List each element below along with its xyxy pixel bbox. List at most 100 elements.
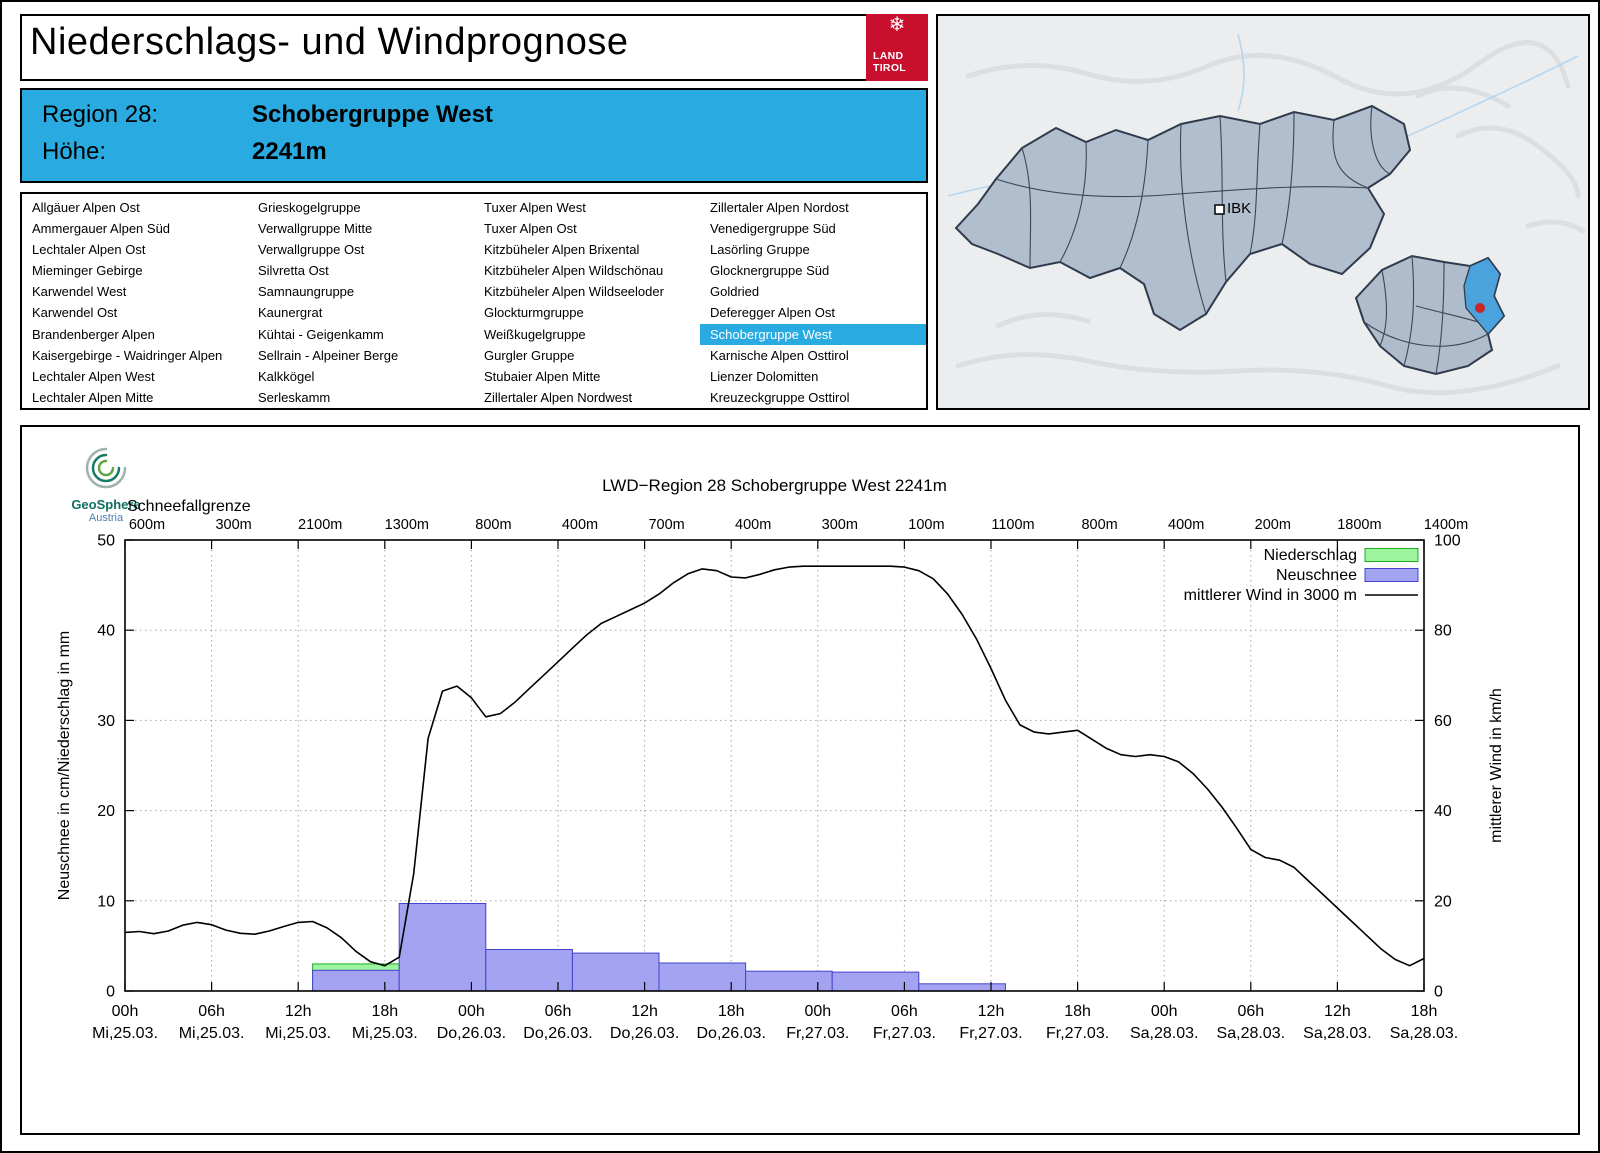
region-list-item[interactable]: Kaunergrat	[258, 305, 323, 321]
region-list-item[interactable]: Tuxer Alpen West	[484, 200, 586, 215]
x-tick-time: 06h	[198, 1003, 225, 1020]
plot-border	[124, 539, 1425, 992]
x-tick-date: Do,26.03.	[697, 1025, 766, 1042]
region-list-item[interactable]: Karwendel Ost	[32, 305, 118, 321]
region-list-item[interactable]: Glocknergruppe Süd	[710, 263, 830, 279]
region-list-item[interactable]: Tuxer Alpen Ost	[484, 221, 577, 237]
region-list-column: Grieskogelgruppe Verwallgruppe Mitte Verwa…	[248, 197, 474, 408]
region-list-item[interactable]: Zillertaler Alpen Nordwest	[484, 389, 633, 405]
wind-line	[124, 565, 1425, 967]
region-list-item[interactable]: Allgäuer Alpen Ost	[32, 200, 140, 215]
x-tick-time: 06h	[1237, 1003, 1264, 1020]
region-list-item[interactable]: Sellrain - Alpeiner Berge	[258, 347, 399, 363]
snowline-value: 700m	[648, 517, 684, 533]
region-list-item[interactable]: Lechtaler Alpen Mitte	[32, 389, 154, 405]
region-list-item[interactable]: Grieskogelgruppe	[258, 200, 361, 215]
region-list-item[interactable]: Verwallgruppe Mitte	[258, 221, 373, 237]
region-list-item[interactable]: Kühtai - Geigenkamm	[258, 326, 384, 342]
legend-label: Neuschnee	[1276, 567, 1357, 584]
chart-gridlines	[124, 539, 1425, 991]
altitude-value: 2241m	[252, 138, 327, 165]
region-list-item[interactable]: Kaisergebirge - Waidringer Alpen	[32, 347, 223, 363]
ibk-marker	[1214, 204, 1225, 215]
svg-text:100: 100	[1434, 533, 1461, 550]
region-list-item[interactable]: Gurgler Gruppe	[484, 347, 575, 363]
region-list-item[interactable]: Kitzbüheler Alpen Brixental	[484, 242, 640, 258]
svg-text:20: 20	[1434, 893, 1452, 910]
map-selected-region[interactable]	[1463, 257, 1505, 335]
region-list-item[interactable]: Silvretta Ost	[258, 263, 329, 279]
region-list-item-selected[interactable]: Schobergruppe West	[700, 323, 926, 345]
region-list-item[interactable]: Lasörling Gruppe	[710, 242, 810, 258]
x-tick-time: 12h	[285, 1003, 312, 1020]
snowline-value: 300m	[215, 517, 251, 533]
region-list-item[interactable]: Ammergauer Alpen Süd	[32, 221, 171, 237]
geosphere-sub: Austria	[88, 512, 124, 524]
svg-text:50: 50	[97, 533, 115, 550]
forecast-chart-svg: 00h Mi,25.03. 06h Mi,25.03. 12h Mi,25.03. 18h M…	[56, 476, 1505, 1042]
page-title: Niederschlags- und Windprognose	[30, 21, 629, 63]
chart-title: LWD−Region 28 Schobergruppe West 2241m	[602, 476, 947, 495]
region-list-item[interactable]: Mieminger Gebirge	[32, 263, 143, 279]
region-list-item[interactable]: Brandenberger Alpen	[32, 326, 155, 342]
region-list-item[interactable]: Kreuzeckgruppe Osttirol	[710, 389, 850, 405]
snowline-value: 1400m	[1424, 517, 1468, 533]
chart-canvas: 00h Mi,25.03. 06h Mi,25.03. 12h Mi,25.03. 18h M…	[22, 427, 1578, 1133]
district-borders	[995, 105, 1391, 315]
region-list-item[interactable]: Venedigergruppe Süd	[710, 221, 836, 237]
region-list-item[interactable]: Karwendel West	[32, 284, 127, 300]
region-list-item[interactable]: Glockturmgruppe	[484, 305, 584, 321]
region-label: Region 28:	[42, 101, 159, 128]
region-name: Schobergruppe West	[252, 101, 493, 128]
header: Niederschlags- und Windprognose ❄ LAND TI…	[20, 14, 928, 81]
district-borders-east	[1363, 255, 1489, 375]
tirol-map[interactable]: IBK	[938, 16, 1590, 410]
region-list-item[interactable]: Serleskamm	[258, 389, 331, 405]
region-list-item[interactable]: Samnaungruppe	[258, 284, 355, 300]
map-region-east-tirol[interactable]	[1354, 254, 1506, 376]
x-tick-date: Mi,25.03.	[92, 1025, 158, 1042]
snowflake-icon: ❄	[888, 14, 906, 36]
region-list-item[interactable]: Verwallgruppe Ost	[258, 242, 365, 258]
x-tick-date: Do,26.03.	[437, 1025, 506, 1042]
region-list-item[interactable]: Lechtaler Alpen Ost	[32, 242, 146, 258]
snowline-value: 400m	[562, 517, 598, 533]
neuschnee-bar	[398, 903, 487, 992]
region-list-item[interactable]: Weißkugelgruppe	[484, 326, 586, 342]
snowline-value: 1100m	[991, 517, 1034, 533]
x-tick-date: Do,26.03.	[523, 1025, 592, 1042]
x-tick-date: Sa,28.03.	[1217, 1025, 1286, 1042]
ibk-label: IBK	[1227, 200, 1251, 217]
x-tick-date: Fr,27.03.	[1046, 1025, 1109, 1042]
x-tick-time: 06h	[545, 1003, 572, 1020]
region-list-item[interactable]: Lechtaler Alpen West	[32, 368, 155, 384]
map-panel[interactable]: IBK	[936, 14, 1590, 410]
legend-label: Niederschlag	[1264, 547, 1357, 564]
x-tick-date: Mi,25.03.	[265, 1025, 331, 1042]
x-tick-date: Fr,27.03.	[786, 1025, 849, 1042]
region-list-item[interactable]: Goldried	[710, 284, 760, 300]
region-list-item[interactable]: Kitzbüheler Alpen Wildschönau	[484, 263, 664, 279]
svg-text:30: 30	[97, 713, 115, 730]
snowline-value: 800m	[475, 517, 511, 533]
neuschnee-bar	[745, 970, 833, 992]
region-list-item[interactable]: Deferegger Alpen Ost	[710, 305, 836, 321]
snowline-labels: Schneefallgrenze 600m 300m 2100m 1300m 800m 40…	[127, 498, 1468, 533]
x-tick-date: Sa,28.03.	[1303, 1025, 1372, 1042]
altitude-label: Höhe:	[42, 138, 107, 165]
region-list-item[interactable]: Kitzbüheler Alpen Wildseeloder	[484, 284, 664, 300]
x-tick-time: 12h	[978, 1003, 1005, 1020]
legend-swatch-box	[1364, 568, 1419, 582]
region-list-item[interactable]: Kalkkögel	[258, 368, 315, 384]
region-list-item[interactable]: Karnische Alpen Osttirol	[710, 347, 849, 363]
neuschnee-bar	[918, 983, 1006, 992]
region-list-item[interactable]: Stubaier Alpen Mitte	[484, 368, 601, 384]
x-tick-time: 06h	[891, 1003, 918, 1020]
logo-line1: LAND	[873, 49, 904, 62]
svg-text:20: 20	[97, 803, 115, 820]
map-district[interactable]	[954, 104, 1412, 332]
x-tick-time: 12h	[631, 1003, 658, 1020]
region-list-item[interactable]: Lienzer Dolomitten	[710, 368, 819, 384]
region-list-item[interactable]: Zillertaler Alpen Nordost	[710, 200, 849, 215]
map-region-north-tirol[interactable]	[954, 104, 1412, 332]
